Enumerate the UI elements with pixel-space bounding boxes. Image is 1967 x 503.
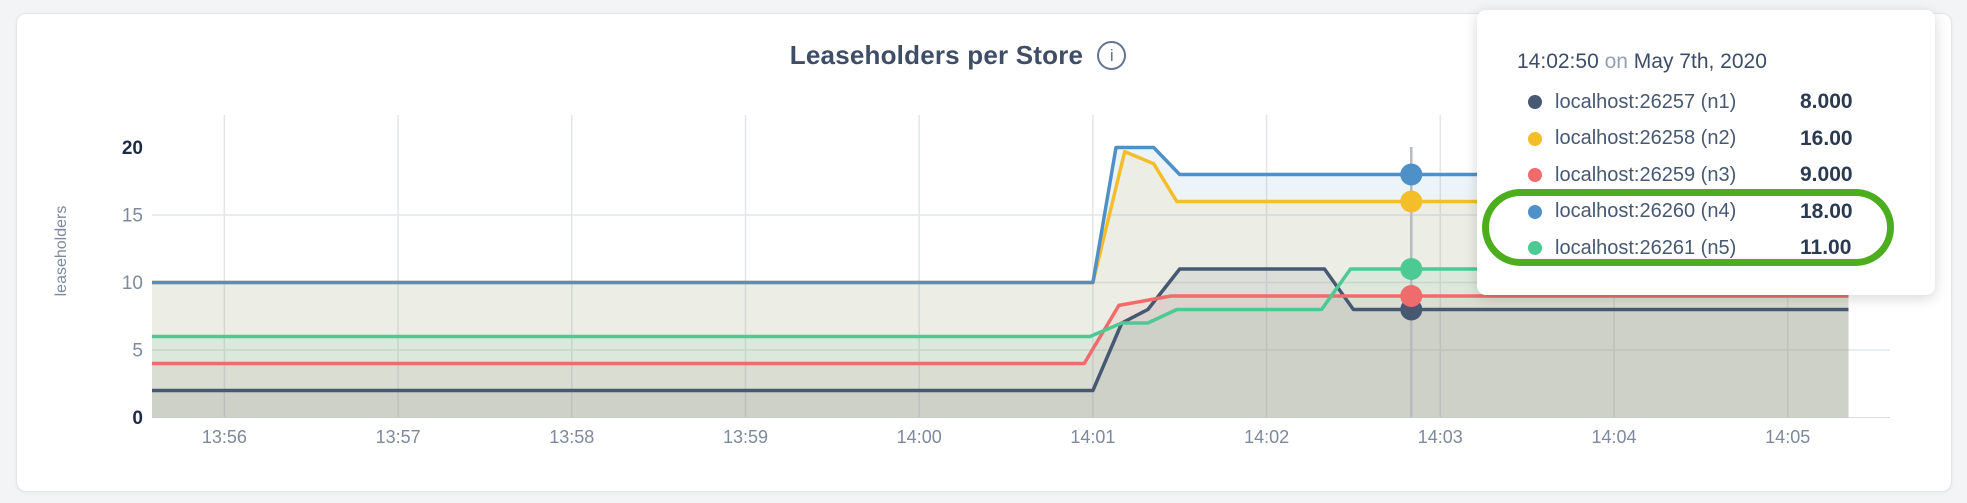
series-line-n5 [152,267,1849,339]
x-tick-label: 14:02 [1244,427,1289,447]
series-line-n3 [152,294,1849,366]
tooltip-row: localhost:26258 (n2) 16.00 [1517,121,1935,158]
hover-dot-n5 [1400,258,1423,280]
tooltip-row: localhost:26261 (n5) 11.00 [1517,230,1935,267]
tooltip-timestamp: 14:02:50 on May 7th, 2020 [1517,48,1935,76]
tooltip-date: May 7th, 2020 [1633,50,1767,73]
x-tick-label: 14:01 [1070,427,1115,447]
x-tick-label: 13:56 [202,427,247,447]
series-value: 16.00 [1800,126,1853,150]
chart-title: Leaseholders per Store [789,40,1084,70]
info-icon[interactable]: i [1097,41,1127,70]
series-color-dot [1528,95,1542,110]
series-label: localhost:26261 (n5) [1555,236,1737,259]
tooltip-row: localhost:26257 (n1) 8.000 [1517,84,1935,121]
tooltip-time: 14:02:50 [1517,50,1599,73]
series-value: 8.000 [1800,90,1853,114]
y-tick-label: 10 [122,273,143,294]
highlight-annotation-ring [1482,189,1894,266]
series-line-n4 [152,145,1849,285]
y-tick-label: 0 [132,408,143,429]
y-tick-label: 5 [132,341,143,362]
series-color-dot [1528,168,1542,183]
hover-dot-n3 [1400,285,1423,307]
tooltip-preposition: on [1604,50,1628,73]
series-color-dot [1528,241,1542,256]
hover-dot-n4 [1400,163,1423,186]
series-area-n2 [152,151,1849,418]
x-tick-label: 14:03 [1418,427,1463,447]
y-axis-label: leaseholders [53,205,70,297]
x-tick-label: 13:59 [723,427,768,447]
series-label: localhost:26257 (n1) [1555,90,1737,113]
series-area-n3 [152,296,1849,418]
x-tick-label: 14:05 [1765,427,1810,447]
y-tick-label: 20 [122,138,143,159]
series-color-dot [1528,204,1542,219]
tooltip-row: localhost:26259 (n3) 9.000 [1517,157,1935,194]
series-label: localhost:26258 (n2) [1555,127,1737,150]
tooltip-row: localhost:26260 (n4) 18.00 [1517,194,1935,231]
series-value: 18.00 [1800,199,1853,223]
x-tick-label: 13:58 [549,427,594,447]
series-value: 11.00 [1800,236,1852,260]
series-value: 9.000 [1800,163,1853,187]
x-tick-label: 13:57 [376,427,421,447]
x-tick-label: 14:04 [1591,427,1636,447]
series-label: localhost:26259 (n3) [1555,163,1737,186]
x-tick-label: 14:00 [897,427,942,447]
series-line-n1 [152,267,1849,393]
y-tick-label: 15 [122,206,143,227]
series-area-n5 [152,269,1849,418]
series-label: localhost:26260 (n4) [1555,200,1737,223]
series-area-n1 [152,269,1849,418]
hover-dot-n2 [1400,190,1423,213]
series-color-dot [1528,131,1542,146]
chart-header: Leaseholders per Store i [0,40,1916,71]
tooltip-rows: localhost:26257 (n1) 8.000 localhost:26258… [1517,84,1935,267]
